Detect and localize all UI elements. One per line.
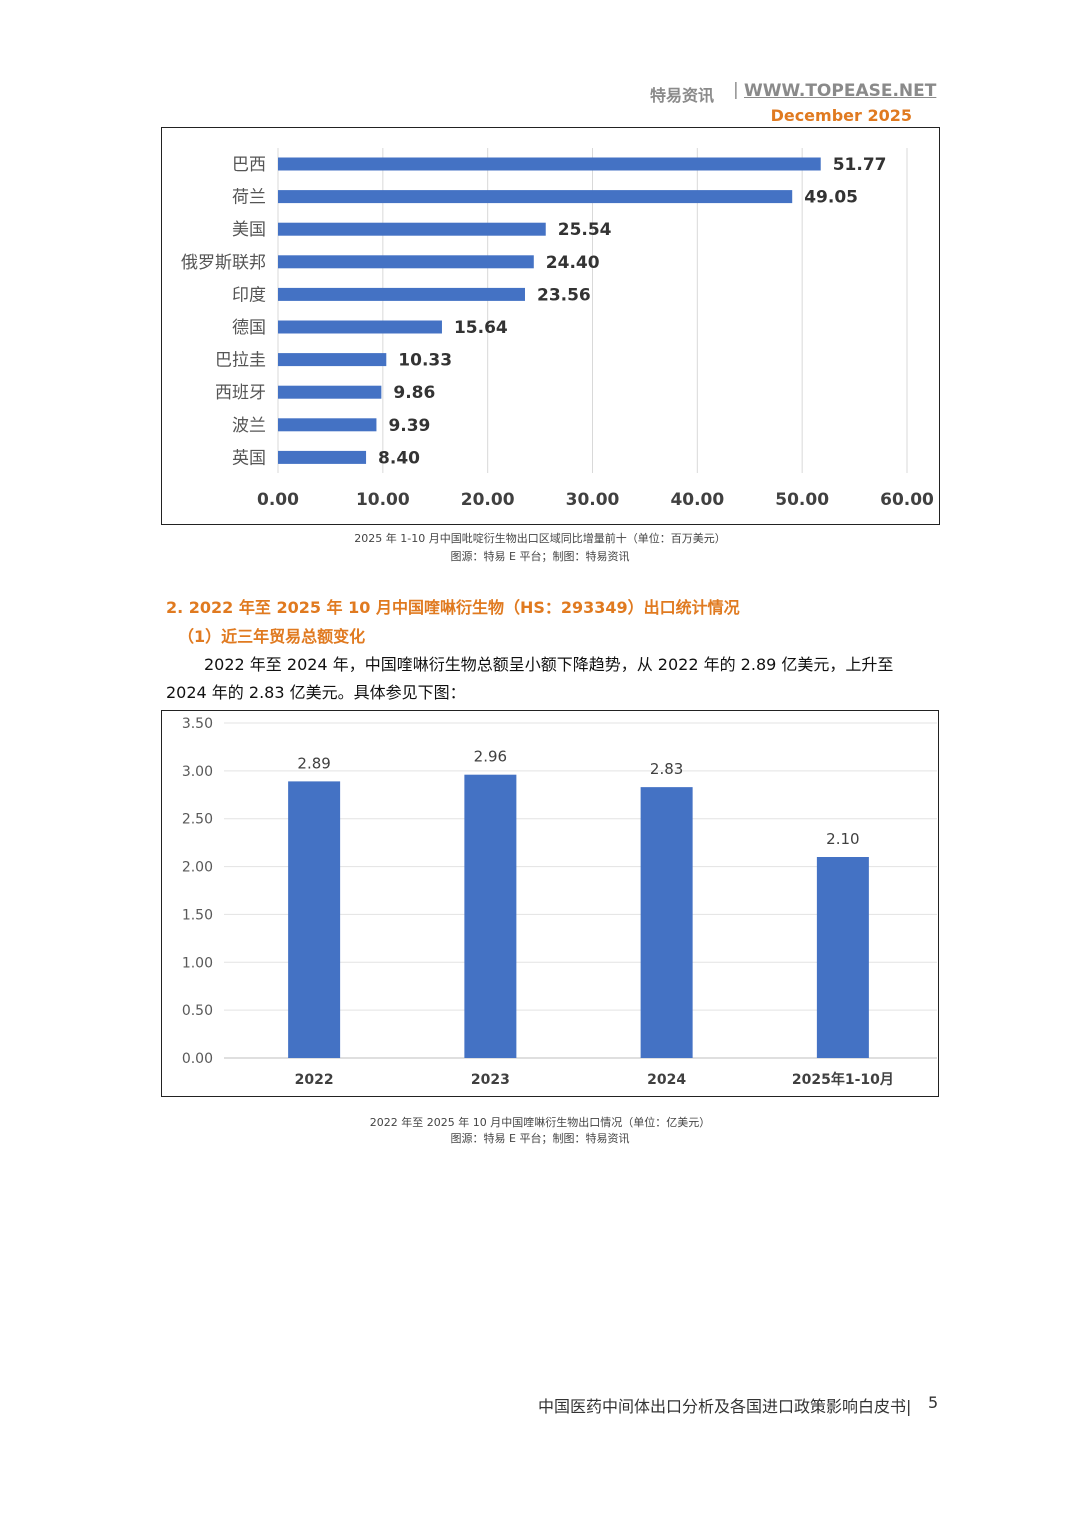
chart1-bar: [278, 450, 367, 464]
chart1-bar: [278, 190, 793, 204]
chart2-y-tick-label: 1.50: [182, 907, 213, 923]
chart2-y-tick-label: 2.50: [182, 812, 213, 828]
chart1-x-tick-label: 0.00: [257, 490, 299, 510]
chart1-bar: [278, 353, 387, 367]
chart2-y-tick-label: 2.00: [182, 860, 213, 876]
chart1-category-label: 荷兰: [232, 188, 266, 208]
chart1-category-label: 德国: [232, 318, 266, 338]
chart1-bar: [278, 320, 442, 334]
chart2-category-label: 2022: [295, 1072, 334, 1088]
chart1-category-label: 波兰: [232, 416, 266, 436]
header-date: December 2025: [770, 106, 912, 125]
chart1-x-tick-label: 20.00: [461, 490, 515, 510]
chart1-value-label: 24.40: [546, 253, 600, 273]
chart2-y-tick-label: 1.00: [182, 955, 213, 971]
chart2-bar: [464, 774, 517, 1058]
chart1-value-label: 23.56: [537, 285, 591, 305]
chart1-bar: [278, 385, 382, 399]
chart2-y-tick-label: 3.00: [182, 764, 213, 780]
header-separator: |: [733, 80, 739, 100]
chart1-value-label: 49.05: [804, 188, 858, 208]
section-heading: 2. 2022 年至 2025 年 10 月中国喹啉衍生物（HS：293349）…: [166, 598, 740, 617]
chart2-value-label: 2.10: [826, 830, 859, 848]
header-brand: 特易资讯: [650, 86, 715, 105]
chart2-value-label: 2.89: [297, 754, 330, 772]
chart1-bar: [278, 287, 525, 301]
chart1-x-tick-label: 60.00: [880, 490, 934, 510]
chart1-hbar-chart: 0.00 10.00 20.00 30.00 40.00 50.00 60.00 巴西 51.7…: [181, 148, 934, 510]
chart2-bar: [288, 781, 341, 1058]
chart1-value-label: 8.40: [378, 448, 420, 468]
chart2-y-tick-label: 3.50: [182, 716, 213, 732]
chart2-bar: [640, 787, 693, 1058]
chart2-caption: 2022 年至 2025 年 10 月中国喹啉衍生物出口情况（单位：亿美元）: [369, 1116, 711, 1129]
footer-page-number: 5: [928, 1393, 939, 1412]
chart1-source: 图源：特易 E 平台；制图：特易资讯: [450, 550, 630, 563]
chart1-x-tick-label: 40.00: [670, 490, 724, 510]
chart1-category-label: 美国: [232, 220, 266, 240]
chart2-bar: [816, 857, 869, 1058]
chart1-caption: 2025 年 1-10 月中国吡啶衍生物出口区域同比增量前十（单位：百万美元）: [354, 532, 726, 545]
chart2-y-tick-label: 0.50: [182, 1003, 213, 1019]
chart1-bar: [278, 222, 546, 236]
chart1-category-label: 巴西: [232, 155, 266, 175]
chart2-vbar-chart: 0.00 0.50 1.00 1.50 2.00 2.50 3.00 3.50 2.89 2022…: [182, 716, 937, 1088]
chart1-value-label: 9.86: [393, 383, 435, 403]
chart2-category-label: 2025年1-10月: [792, 1071, 894, 1088]
chart1-category-label: 俄罗斯联邦: [181, 253, 266, 273]
chart2-category-label: 2023: [471, 1072, 510, 1088]
section-subheading: （1）近三年贸易总额变化: [178, 627, 366, 646]
chart2-source: 图源：特易 E 平台；制图：特易资讯: [450, 1132, 630, 1145]
chart1-x-tick-label: 30.00: [566, 490, 620, 510]
chart2-category-label: 2024: [647, 1072, 686, 1088]
chart1-category-label: 印度: [232, 285, 266, 305]
paragraph-line-1: 2022 年至 2024 年，中国喹啉衍生物总额呈小额下降趋势，从 2022 年…: [204, 655, 894, 674]
chart1-bar: [278, 255, 534, 269]
chart1-value-label: 10.33: [398, 351, 452, 371]
chart2-value-label: 2.83: [650, 760, 683, 778]
chart1-frame: 0.00 10.00 20.00 30.00 40.00 50.00 60.00 巴西 51.7…: [161, 127, 940, 525]
chart1-value-label: 15.64: [454, 318, 508, 338]
chart2-value-label: 2.96: [474, 748, 507, 766]
chart1-value-label: 9.39: [388, 416, 430, 436]
header-website-link[interactable]: WWW.TOPEASE.NET: [744, 81, 937, 101]
chart1-bar: [278, 157, 821, 171]
chart1-value-label: 51.77: [833, 155, 887, 175]
chart2-frame: 0.00 0.50 1.00 1.50 2.00 2.50 3.00 3.50 2.89 2022…: [161, 710, 939, 1097]
chart1-category-label: 西班牙: [215, 383, 266, 403]
chart1-category-label: 英国: [232, 448, 266, 468]
chart1-category-label: 巴拉圭: [215, 351, 266, 371]
chart1-x-tick-label: 10.00: [356, 490, 410, 510]
chart1-value-label: 25.54: [558, 220, 612, 240]
footer-title: 中国医药中间体出口分析及各国进口政策影响白皮书|: [538, 1397, 912, 1416]
chart1-bar: [278, 418, 377, 432]
chart2-y-tick-label: 0.00: [182, 1051, 213, 1067]
paragraph-line-2: 2024 年的 2.83 亿美元。具体参见下图：: [166, 683, 466, 702]
chart1-x-tick-label: 50.00: [775, 490, 829, 510]
